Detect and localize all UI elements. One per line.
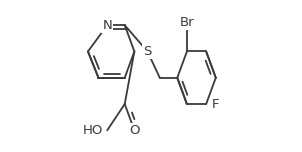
- Text: S: S: [143, 45, 152, 58]
- Text: Br: Br: [180, 16, 194, 29]
- Text: F: F: [212, 98, 220, 111]
- Text: HO: HO: [83, 124, 103, 137]
- Text: N: N: [102, 19, 112, 32]
- Text: O: O: [129, 124, 140, 137]
